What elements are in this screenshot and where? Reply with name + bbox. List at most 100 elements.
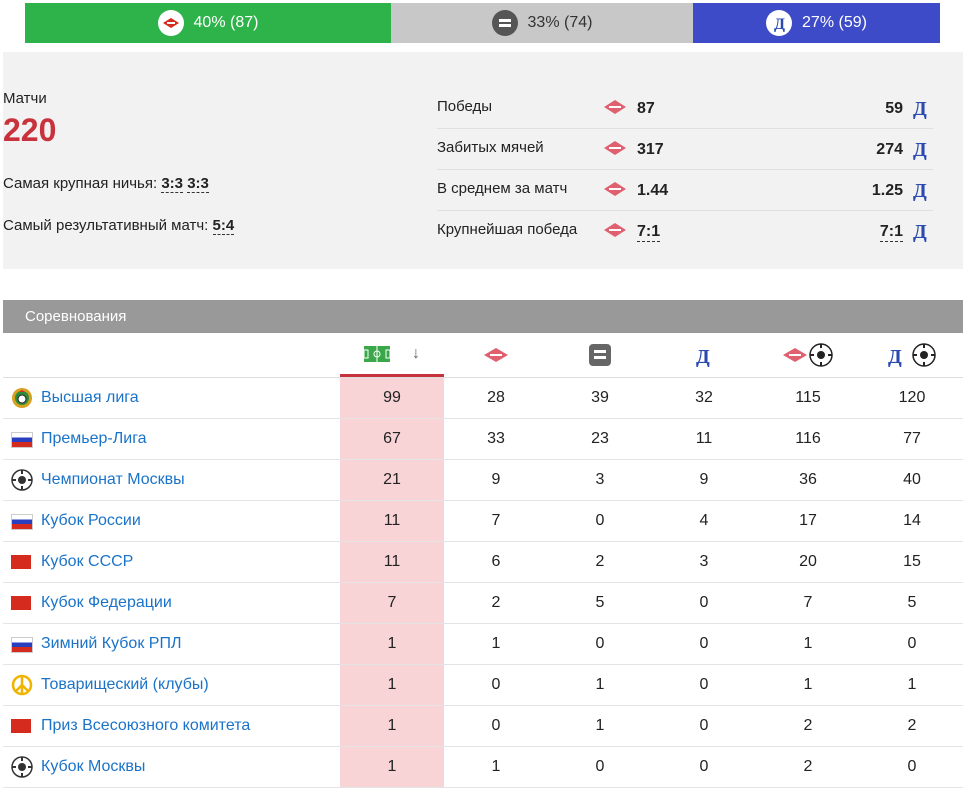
table-cell: 11: [340, 542, 444, 582]
table-row: Зимний Кубок РПЛ 1 1 0 0 1 0: [3, 624, 963, 665]
table-cell: 0: [907, 635, 917, 652]
table-cell: 1: [340, 747, 444, 787]
table-cell: 0: [699, 635, 709, 652]
ussr-flag-icon: [11, 719, 31, 733]
spartak-logo-icon: [604, 100, 626, 114]
competition-link[interactable]: Кубок Москвы: [41, 758, 146, 775]
table-cell: 1: [491, 758, 501, 775]
competition-link[interactable]: Кубок Федерации: [41, 594, 172, 611]
table-cell: 7: [491, 512, 501, 529]
competitions-table-body: Высшая лига 99 28 39 32 115 120 Премьер-Лига 67 3…: [3, 378, 963, 788]
stat-row: В среднем за матч 1.44 1.25 Д: [437, 170, 933, 211]
competition-link[interactable]: Высшая лига: [41, 389, 139, 406]
competition-link[interactable]: Кубок СССР: [41, 553, 134, 570]
competition-link[interactable]: Зимний Кубок РПЛ: [41, 635, 182, 652]
column-spartak-wins[interactable]: [444, 333, 548, 377]
dynamo-value: 274: [876, 141, 903, 158]
matches-label: Матчи: [3, 90, 47, 107]
wins-percent: 40% (87): [193, 14, 259, 31]
table-cell: 116: [795, 430, 821, 447]
result-ratio-bar: 40% (87) 33% (74) Д 27% (59): [25, 3, 940, 43]
dynamo-logo-icon: Д: [913, 98, 927, 119]
svg-text:Д: Д: [888, 346, 902, 367]
matches-total: 220: [3, 112, 57, 148]
competition-link[interactable]: Приз Всесоюзного комитета: [41, 717, 251, 734]
table-cell: 1: [340, 665, 444, 705]
table-cell: 36: [799, 471, 817, 488]
table-cell: 2: [907, 717, 917, 734]
losses-segment: Д 27% (59): [693, 3, 940, 43]
dynamo-biggest-win-link[interactable]: 7:1: [879, 223, 903, 242]
table-cell: 11: [340, 501, 444, 541]
table-cell: 0: [907, 758, 917, 775]
table-cell: 0: [595, 512, 605, 529]
svg-text:Д: Д: [696, 346, 710, 367]
table-cell: 2: [595, 553, 605, 570]
stat-name: Крупнейшая победа: [437, 221, 578, 238]
dynamo-logo-icon: Д: [696, 346, 710, 367]
column-dynamo-wins[interactable]: Д: [652, 333, 756, 377]
draw-equals-icon: [589, 344, 611, 366]
competition-link[interactable]: Премьер-Лига: [41, 430, 147, 447]
table-cell: 5: [595, 594, 605, 611]
table-cell: 7: [803, 594, 813, 611]
russia-flag-icon: [11, 637, 33, 653]
table-row: Товарищеский (клубы) 1 0 1 0 1 1: [3, 665, 963, 706]
table-cell: 0: [699, 717, 709, 734]
table-row: Кубок СССР 11 6 2 3 20 15: [3, 542, 963, 583]
draws-percent: 33% (74): [527, 14, 593, 31]
table-cell: 20: [799, 553, 817, 570]
most-goals-match: Самый результативный матч: 5:4: [3, 217, 459, 235]
biggest-draw: Самая крупная ничья: 3:3 3:3: [3, 175, 459, 193]
svg-text:Д: Д: [913, 180, 927, 201]
russia-flag-icon: [11, 432, 33, 448]
table-cell: 77: [903, 430, 921, 447]
ussr-flag-icon: [11, 555, 31, 569]
table-cell: 115: [795, 389, 821, 406]
stat-row: Крупнейшая победа 7:1 7:1 Д: [437, 211, 933, 251]
competition-link[interactable]: Чемпионат Москвы: [41, 471, 185, 488]
table-cell: 4: [699, 512, 709, 529]
stat-row: Победы 87 59 Д: [437, 88, 933, 129]
peace-icon: [11, 674, 33, 696]
column-spartak-goals[interactable]: [756, 333, 860, 377]
table-cell: 99: [340, 378, 444, 418]
table-cell: 33: [487, 430, 505, 447]
biggest-draw-score[interactable]: 3:3: [187, 175, 209, 193]
spartak-value: 317: [637, 141, 664, 158]
sort-arrow-icon: ↓: [412, 344, 420, 362]
table-cell: 3: [699, 553, 709, 570]
spartak-logo-icon: [157, 10, 184, 36]
wins-segment: 40% (87): [25, 3, 391, 43]
spartak-logo-icon: [604, 141, 626, 155]
column-draws[interactable]: [548, 333, 652, 377]
biggest-draw-score[interactable]: 3:3: [161, 175, 184, 193]
spartak-biggest-win-link[interactable]: 7:1: [637, 223, 661, 242]
dynamo-logo-icon: Д: [766, 10, 793, 36]
spartak-goals-icon: [783, 343, 833, 367]
table-cell: 17: [799, 512, 817, 529]
dynamo-logo-icon: Д: [913, 180, 927, 201]
most-goals-score[interactable]: 5:4: [212, 217, 235, 235]
table-cell: 14: [903, 512, 921, 529]
table-cell: 15: [903, 553, 921, 570]
losses-percent: 27% (59): [802, 14, 867, 31]
spartak-logo-icon: [604, 182, 626, 196]
column-dynamo-goals[interactable]: Д: [860, 333, 964, 377]
table-cell: 28: [487, 389, 505, 406]
table-cell: 21: [340, 460, 444, 500]
competition-link[interactable]: Кубок России: [41, 512, 141, 529]
football-icon: [11, 756, 33, 778]
biggest-draw-label: Самая крупная ничья:: [3, 175, 158, 192]
draws-segment: 33% (74): [391, 3, 693, 43]
table-cell: 1: [803, 676, 813, 693]
table-row: Кубок Федерации 7 2 5 0 7 5: [3, 583, 963, 624]
competition-link[interactable]: Товарищеский (клубы): [41, 676, 209, 693]
table-cell: 0: [699, 594, 709, 611]
summary-panel: Матчи 220 Самая крупная ничья: 3:3 3:3 С…: [3, 52, 963, 269]
table-cell: 7: [340, 583, 444, 623]
spartak-value: 1.44: [637, 182, 669, 199]
column-matches-sort[interactable]: ↓: [340, 333, 444, 377]
table-cell: 11: [695, 430, 713, 447]
table-cell: 0: [491, 676, 501, 693]
